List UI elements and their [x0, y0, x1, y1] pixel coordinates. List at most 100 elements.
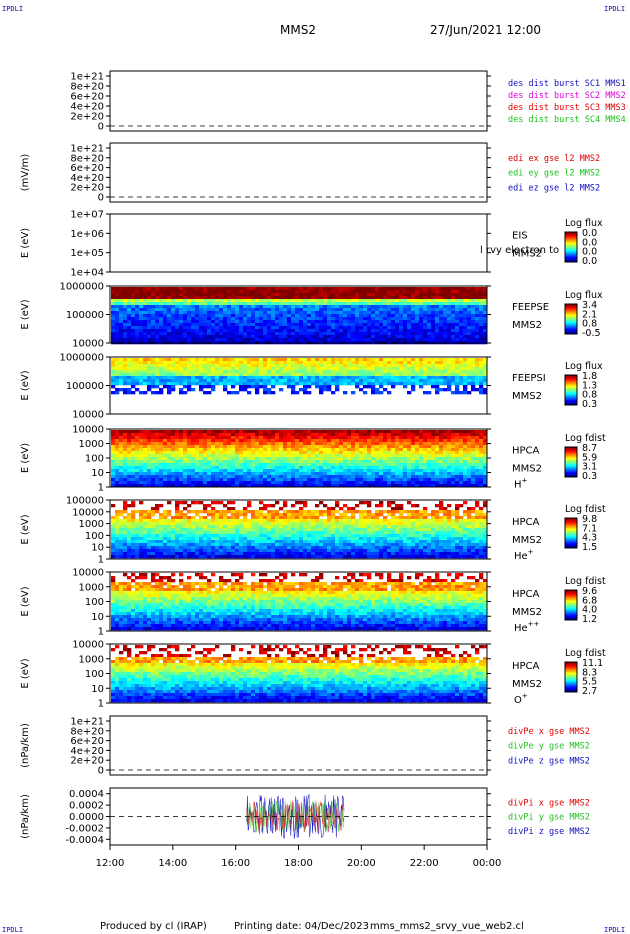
spectrogram-cell: [247, 293, 252, 297]
spectrogram-cell: [483, 320, 488, 324]
spectrogram-cell: [355, 454, 360, 458]
spectrogram-cell: [359, 332, 364, 336]
spectrogram-cell: [291, 448, 296, 452]
spectrogram-cell: [419, 367, 424, 371]
spectrogram-cell: [423, 475, 428, 479]
spectrogram-cell: [143, 478, 148, 482]
spectrogram-cell: [271, 332, 276, 336]
spectrogram-cell: [303, 457, 308, 461]
spectrogram-cell: [455, 451, 460, 455]
spectrogram-cell: [439, 311, 444, 315]
spectrogram-cell: [223, 454, 228, 458]
spectrogram-cell: [191, 448, 196, 452]
spectrogram-cell: [211, 469, 216, 473]
spectrogram-cell: [143, 531, 148, 535]
spectrogram-cell: [315, 376, 320, 380]
spectrogram-cell: [339, 430, 344, 434]
spectrogram-cell: [359, 299, 364, 303]
spectrogram-cell: [311, 445, 316, 449]
spectrogram-cell: [151, 320, 156, 324]
spectrogram-cell: [483, 296, 488, 300]
spectrogram-cell: [143, 364, 148, 368]
spectrogram-cell: [403, 382, 408, 386]
spectrogram-cell: [375, 370, 380, 374]
spectrogram-cell: [275, 338, 280, 342]
spectrogram-cell: [175, 475, 180, 479]
spectrogram-cell: [327, 305, 332, 309]
spectrogram-cell: [331, 317, 336, 321]
spectrogram-cell: [211, 475, 216, 479]
spectrogram-cell: [199, 448, 204, 452]
spectrogram-cell: [455, 317, 460, 321]
spectrogram-cell: [207, 463, 212, 467]
spectrogram-cell: [283, 481, 288, 485]
spectrogram-cell: [391, 317, 396, 321]
spectrogram-cell: [127, 531, 132, 535]
spectrogram-cell: [311, 335, 316, 339]
spectrogram-cell: [247, 311, 252, 315]
spectrogram-cell: [375, 442, 380, 446]
spectrogram-cell: [323, 451, 328, 455]
spectrogram-cell: [323, 320, 328, 324]
spectrogram-cell: [247, 326, 252, 330]
spectrogram-cell: [303, 376, 308, 380]
spectrogram-cell: [175, 323, 180, 327]
spectrogram-cell: [251, 329, 256, 333]
spectrogram-cell: [351, 433, 356, 437]
spectrogram-cell: [319, 466, 324, 470]
spectrogram-cell: [271, 430, 276, 434]
legend-entry-1-0: edi ex gse l2 MMS2: [508, 154, 600, 164]
spectrogram-cell: [367, 290, 372, 294]
spectrogram-cell: [463, 376, 468, 380]
spectrogram-cell: [331, 451, 336, 455]
spectrogram-cell: [139, 290, 144, 294]
spectrogram-cell: [155, 287, 160, 291]
spectrogram-cell: [167, 373, 172, 377]
spectrogram-cell: [435, 296, 440, 300]
spectrogram-cell: [131, 338, 136, 342]
spectrogram-cell: [471, 448, 476, 452]
spectrogram-cell: [135, 314, 140, 318]
spectrogram-cell: [467, 484, 472, 488]
spectrogram-cell: [235, 311, 240, 315]
spectrogram-cell: [347, 364, 352, 368]
spectrogram-cell: [431, 460, 436, 464]
spectrogram-cell: [263, 364, 268, 368]
spectrogram-cell: [279, 367, 284, 371]
spectrogram-cell: [279, 484, 284, 488]
spectrogram-cell: [151, 522, 156, 526]
spectrogram-cell: [219, 466, 224, 470]
spectrogram-cell: [287, 430, 292, 434]
spectrogram-cell: [259, 335, 264, 339]
spectrogram-cell: [415, 439, 420, 443]
spectrogram-cell: [287, 287, 292, 291]
spectrogram-cell: [119, 320, 124, 324]
spectrogram-cell: [331, 445, 336, 449]
spectrogram-cell: [143, 546, 148, 550]
spectrogram-cell: [287, 481, 292, 485]
spectrogram-cell: [147, 475, 152, 479]
spectrogram-cell: [199, 290, 204, 294]
spectrogram-cell: [115, 373, 120, 377]
spectrogram-cell: [235, 302, 240, 306]
spectrogram-cell: [155, 308, 160, 312]
spectrogram-cell: [291, 472, 296, 476]
spectrogram-cell: [347, 317, 352, 321]
spectrogram-cell: [371, 478, 376, 482]
spectrogram-cell: [451, 448, 456, 452]
spectrogram-cell: [411, 299, 416, 303]
spectrogram-cell: [395, 335, 400, 339]
spectrogram-cell: [267, 391, 272, 395]
spectrogram-cell: [115, 382, 120, 386]
spectrogram-cell: [123, 311, 128, 315]
spectrogram-cell: [379, 484, 384, 488]
spectrogram-cell: [251, 475, 256, 479]
spectrogram-cell: [267, 326, 272, 330]
spectrogram-cell: [143, 543, 148, 547]
spectrogram-cell: [399, 305, 404, 309]
spectrogram-cell: [211, 293, 216, 297]
spectrogram-cell: [199, 299, 204, 303]
spectrogram-cell: [287, 290, 292, 294]
spectrogram-cell: [479, 296, 484, 300]
spectrogram-cell: [231, 329, 236, 333]
